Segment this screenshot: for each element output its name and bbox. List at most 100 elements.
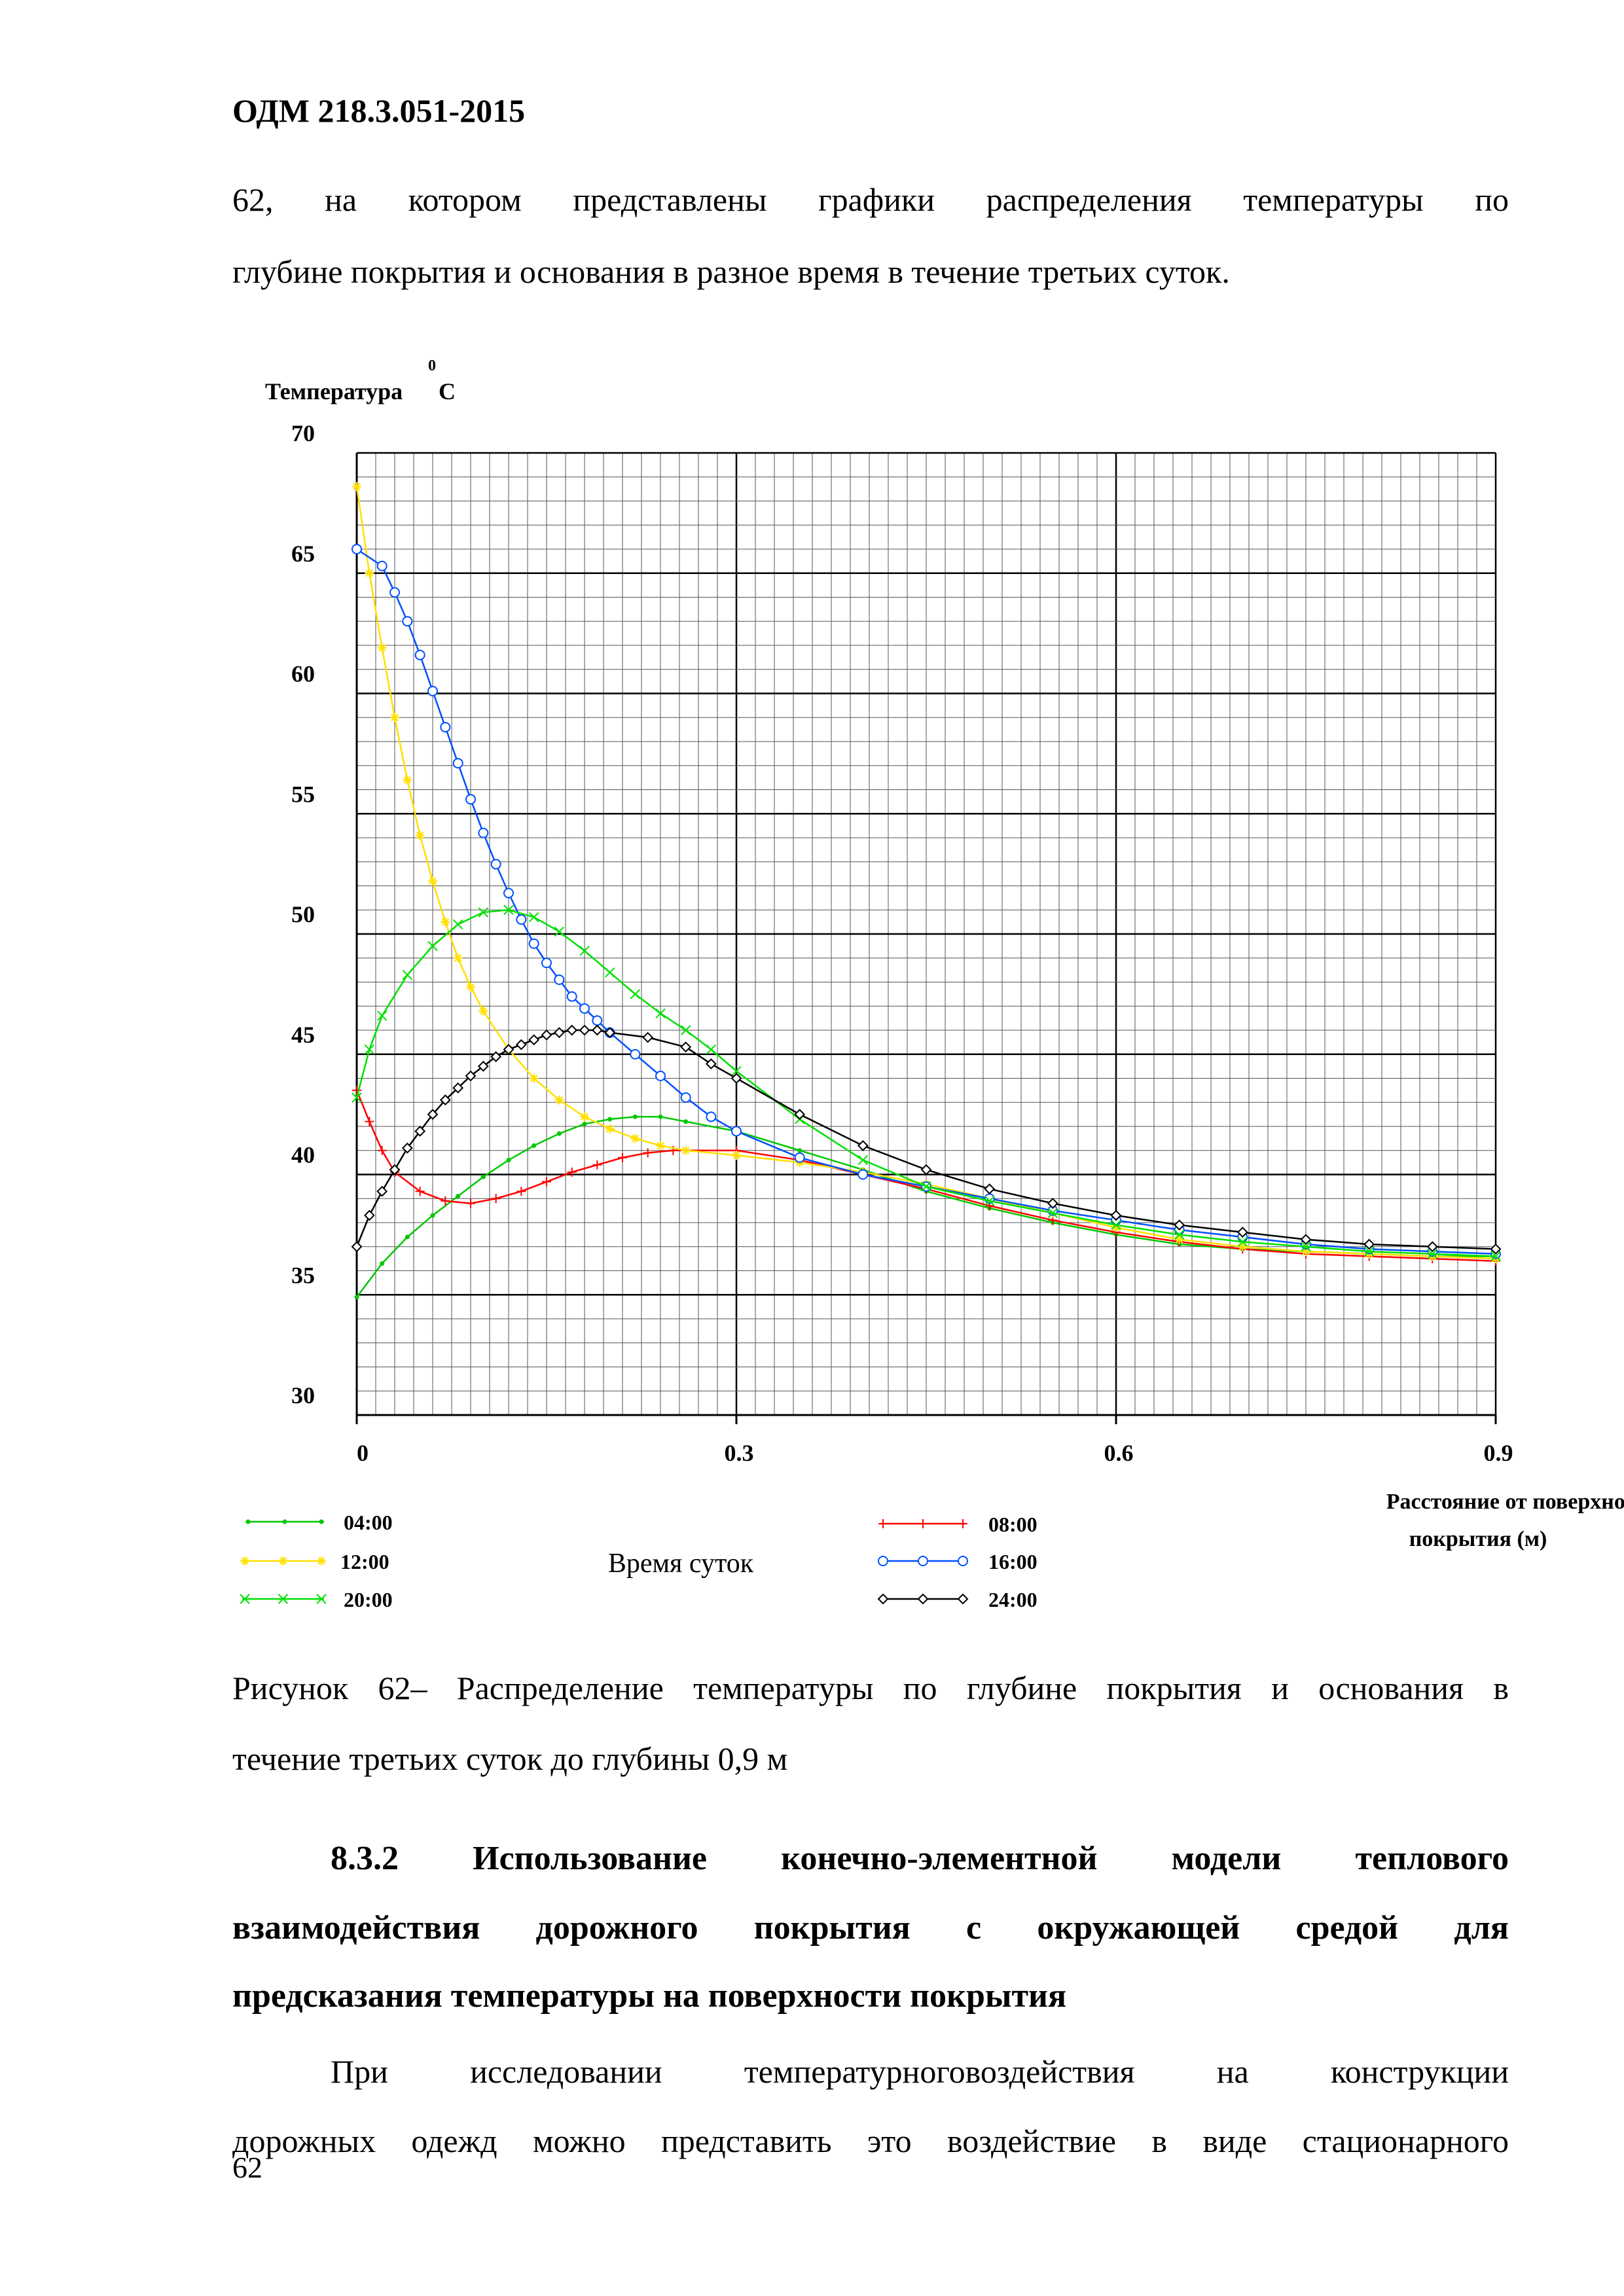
data-point-2400 bbox=[427, 1109, 439, 1121]
data-point-2400 bbox=[351, 1241, 363, 1253]
data-point-2400-shape bbox=[566, 1024, 578, 1036]
data-point-2400-shape bbox=[604, 1027, 616, 1039]
data-point-2400 bbox=[1110, 1210, 1122, 1221]
x-tick-label: 0.9 bbox=[1484, 1440, 1513, 1466]
y-tick-label: 30 bbox=[291, 1382, 315, 1408]
data-point-2400 bbox=[503, 1043, 514, 1055]
data-point-2000 bbox=[921, 1181, 931, 1192]
data-point-0800-shape bbox=[365, 1117, 374, 1126]
data-point-1600-shape bbox=[440, 721, 451, 732]
data-point-2000 bbox=[554, 926, 565, 937]
data-point-2400 bbox=[1174, 1219, 1185, 1231]
data-point-2000 bbox=[1363, 1246, 1375, 1257]
data-point-0800-shape bbox=[352, 1085, 361, 1095]
data-point-2000-shape bbox=[579, 946, 590, 956]
data-point-2400-shape bbox=[680, 1041, 692, 1053]
data-point-2400-shape bbox=[541, 1029, 552, 1041]
data-point-1600-shape bbox=[706, 1111, 717, 1122]
data-point-2400-shape bbox=[553, 1027, 565, 1039]
data-point-1200 bbox=[1301, 1247, 1310, 1257]
data-point-2000-shape bbox=[655, 1008, 666, 1018]
data-point-1200 bbox=[441, 917, 450, 927]
chart-axes bbox=[355, 453, 1497, 1424]
legend-item-1200: 12:00 bbox=[240, 1550, 389, 1573]
data-point-2400 bbox=[553, 1027, 565, 1039]
data-point-1600 bbox=[440, 721, 451, 732]
data-point-2400-shape bbox=[389, 1164, 401, 1175]
chart-grid bbox=[355, 452, 1497, 1416]
data-point-0400-shape bbox=[683, 1119, 689, 1124]
data-point-1600-shape bbox=[655, 1070, 666, 1081]
data-point-1600-shape bbox=[680, 1092, 691, 1103]
data-point-0400 bbox=[480, 1174, 486, 1179]
data-point-0400 bbox=[797, 1148, 803, 1153]
data-point-0400-shape bbox=[380, 1261, 385, 1266]
data-point-0400 bbox=[506, 1157, 511, 1162]
legend-marker-1600 bbox=[918, 1556, 928, 1566]
legend-label-1600: 16:00 bbox=[988, 1550, 1038, 1573]
legend-marker-1200-shape bbox=[278, 1556, 288, 1566]
data-point-1200-shape bbox=[580, 1112, 589, 1122]
data-point-0800 bbox=[567, 1167, 577, 1177]
data-point-2400-shape bbox=[1490, 1244, 1502, 1255]
data-point-2400 bbox=[579, 1024, 590, 1036]
data-point-0800 bbox=[441, 1196, 450, 1206]
data-point-2400-shape bbox=[376, 1185, 388, 1197]
data-point-0800 bbox=[592, 1160, 602, 1170]
data-point-2400-shape bbox=[857, 1139, 869, 1151]
data-point-0400-shape bbox=[430, 1213, 435, 1218]
legend-marker-1600-shape bbox=[958, 1556, 968, 1566]
data-point-2000 bbox=[1301, 1242, 1311, 1252]
data-point-0800 bbox=[542, 1177, 551, 1187]
data-point-1200 bbox=[529, 1073, 539, 1083]
legend-item-0400: 04:00 bbox=[245, 1511, 393, 1534]
data-point-2400-shape bbox=[705, 1058, 717, 1069]
legend-marker-0400 bbox=[282, 1519, 287, 1524]
data-point-2000-shape bbox=[706, 1044, 717, 1055]
data-point-0400-shape bbox=[607, 1117, 613, 1122]
data-point-2000 bbox=[452, 919, 463, 930]
body-line-2: дорожных одежд можно представить это воз… bbox=[232, 2123, 1509, 2159]
data-point-1600 bbox=[503, 888, 514, 899]
data-point-0400-shape bbox=[582, 1121, 587, 1126]
legend-marker-2400 bbox=[877, 1593, 889, 1605]
data-point-1200-shape bbox=[403, 775, 412, 785]
data-point-1600 bbox=[554, 974, 565, 985]
data-point-2400-shape bbox=[920, 1164, 932, 1175]
data-point-0800 bbox=[365, 1117, 374, 1126]
data-point-1600 bbox=[490, 859, 501, 870]
figure-caption-line-1: Рисунок 62– Распределение температуры по… bbox=[232, 1670, 1509, 1706]
legend-marker-1200-shape bbox=[317, 1556, 326, 1566]
data-point-2000 bbox=[1111, 1219, 1121, 1230]
data-point-2400 bbox=[401, 1142, 413, 1154]
data-point-0400 bbox=[380, 1261, 385, 1266]
data-point-1200-shape bbox=[390, 713, 399, 723]
data-point-1600-shape bbox=[402, 616, 413, 627]
data-point-2400 bbox=[465, 1070, 477, 1082]
legend-title: Время суток bbox=[608, 1549, 754, 1579]
x-tick-label: 0.6 bbox=[1104, 1440, 1134, 1466]
y-axis-label-unit: C bbox=[439, 378, 456, 404]
legend-marker-0400-shape bbox=[319, 1519, 324, 1524]
data-point-2000 bbox=[427, 941, 438, 952]
data-point-0800-shape bbox=[491, 1194, 501, 1204]
data-point-0400-shape bbox=[354, 1295, 359, 1300]
data-point-1200 bbox=[732, 1151, 741, 1160]
data-point-2000 bbox=[984, 1196, 995, 1206]
data-point-1600 bbox=[465, 794, 476, 805]
data-point-1200-shape bbox=[630, 1134, 640, 1143]
data-point-1200-shape bbox=[554, 1095, 564, 1105]
data-point-1600 bbox=[528, 938, 539, 949]
data-point-1600-shape bbox=[352, 544, 362, 554]
section-number: 8.3.2 bbox=[331, 1840, 399, 1877]
data-point-2400-shape bbox=[477, 1060, 489, 1072]
data-point-2000-shape bbox=[984, 1196, 995, 1206]
y-axis-label: Температура bbox=[265, 378, 403, 404]
x-axis-label-line-1: Расстояние от поверхности bbox=[1386, 1490, 1624, 1514]
data-point-2000 bbox=[680, 1025, 691, 1035]
data-point-2000-shape bbox=[1237, 1236, 1248, 1247]
data-point-0800 bbox=[377, 1145, 387, 1155]
data-point-2000 bbox=[364, 1044, 375, 1055]
data-point-1600-shape bbox=[490, 859, 501, 870]
legend-marker-2400 bbox=[917, 1593, 929, 1605]
